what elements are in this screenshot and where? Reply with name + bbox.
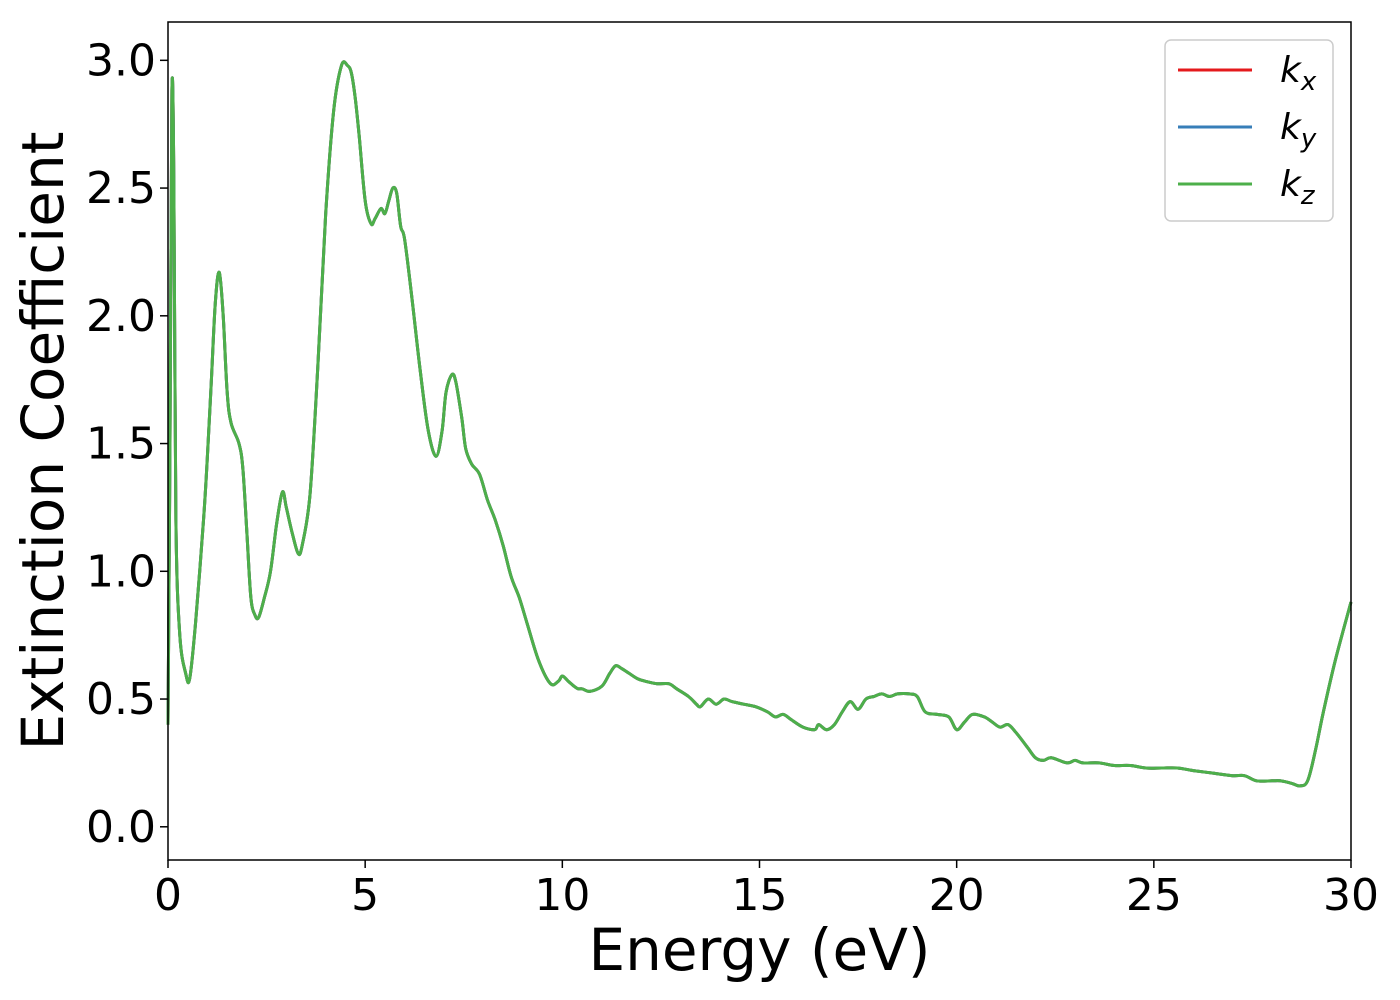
y-tick-label: 0.0 xyxy=(86,802,156,853)
y-tick-label: 1.0 xyxy=(86,546,156,597)
plot-background xyxy=(168,22,1351,860)
x-tick-label: 25 xyxy=(1126,870,1182,921)
series-line-k-z xyxy=(166,60,1353,788)
x-axis: 0 5 10 15 20 25 30 xyxy=(154,860,1379,921)
y-tick-label: 3.0 xyxy=(86,35,156,86)
x-tick-label: 15 xyxy=(732,870,788,921)
x-tick-label: 20 xyxy=(929,870,985,921)
y-tick-label: 1.5 xyxy=(86,419,156,470)
x-tick-label: 5 xyxy=(351,870,379,921)
y-tick-label: 0.5 xyxy=(86,674,156,725)
series-lines xyxy=(166,60,1353,788)
x-tick-label: 10 xyxy=(534,870,590,921)
x-tick-label: 30 xyxy=(1323,870,1379,921)
legend-frame xyxy=(1164,39,1334,222)
y-axis: 0.0 0.5 1.0 1.5 2.0 2.5 3.0 xyxy=(86,35,168,853)
y-tick-label: 2.5 xyxy=(86,163,156,214)
x-axis-label: Energy (eV) xyxy=(588,916,930,984)
x-tick-label: 0 xyxy=(154,870,182,921)
y-axis-label: Extinction Coefficient xyxy=(9,132,77,751)
y-tick-label: 2.0 xyxy=(86,291,156,342)
